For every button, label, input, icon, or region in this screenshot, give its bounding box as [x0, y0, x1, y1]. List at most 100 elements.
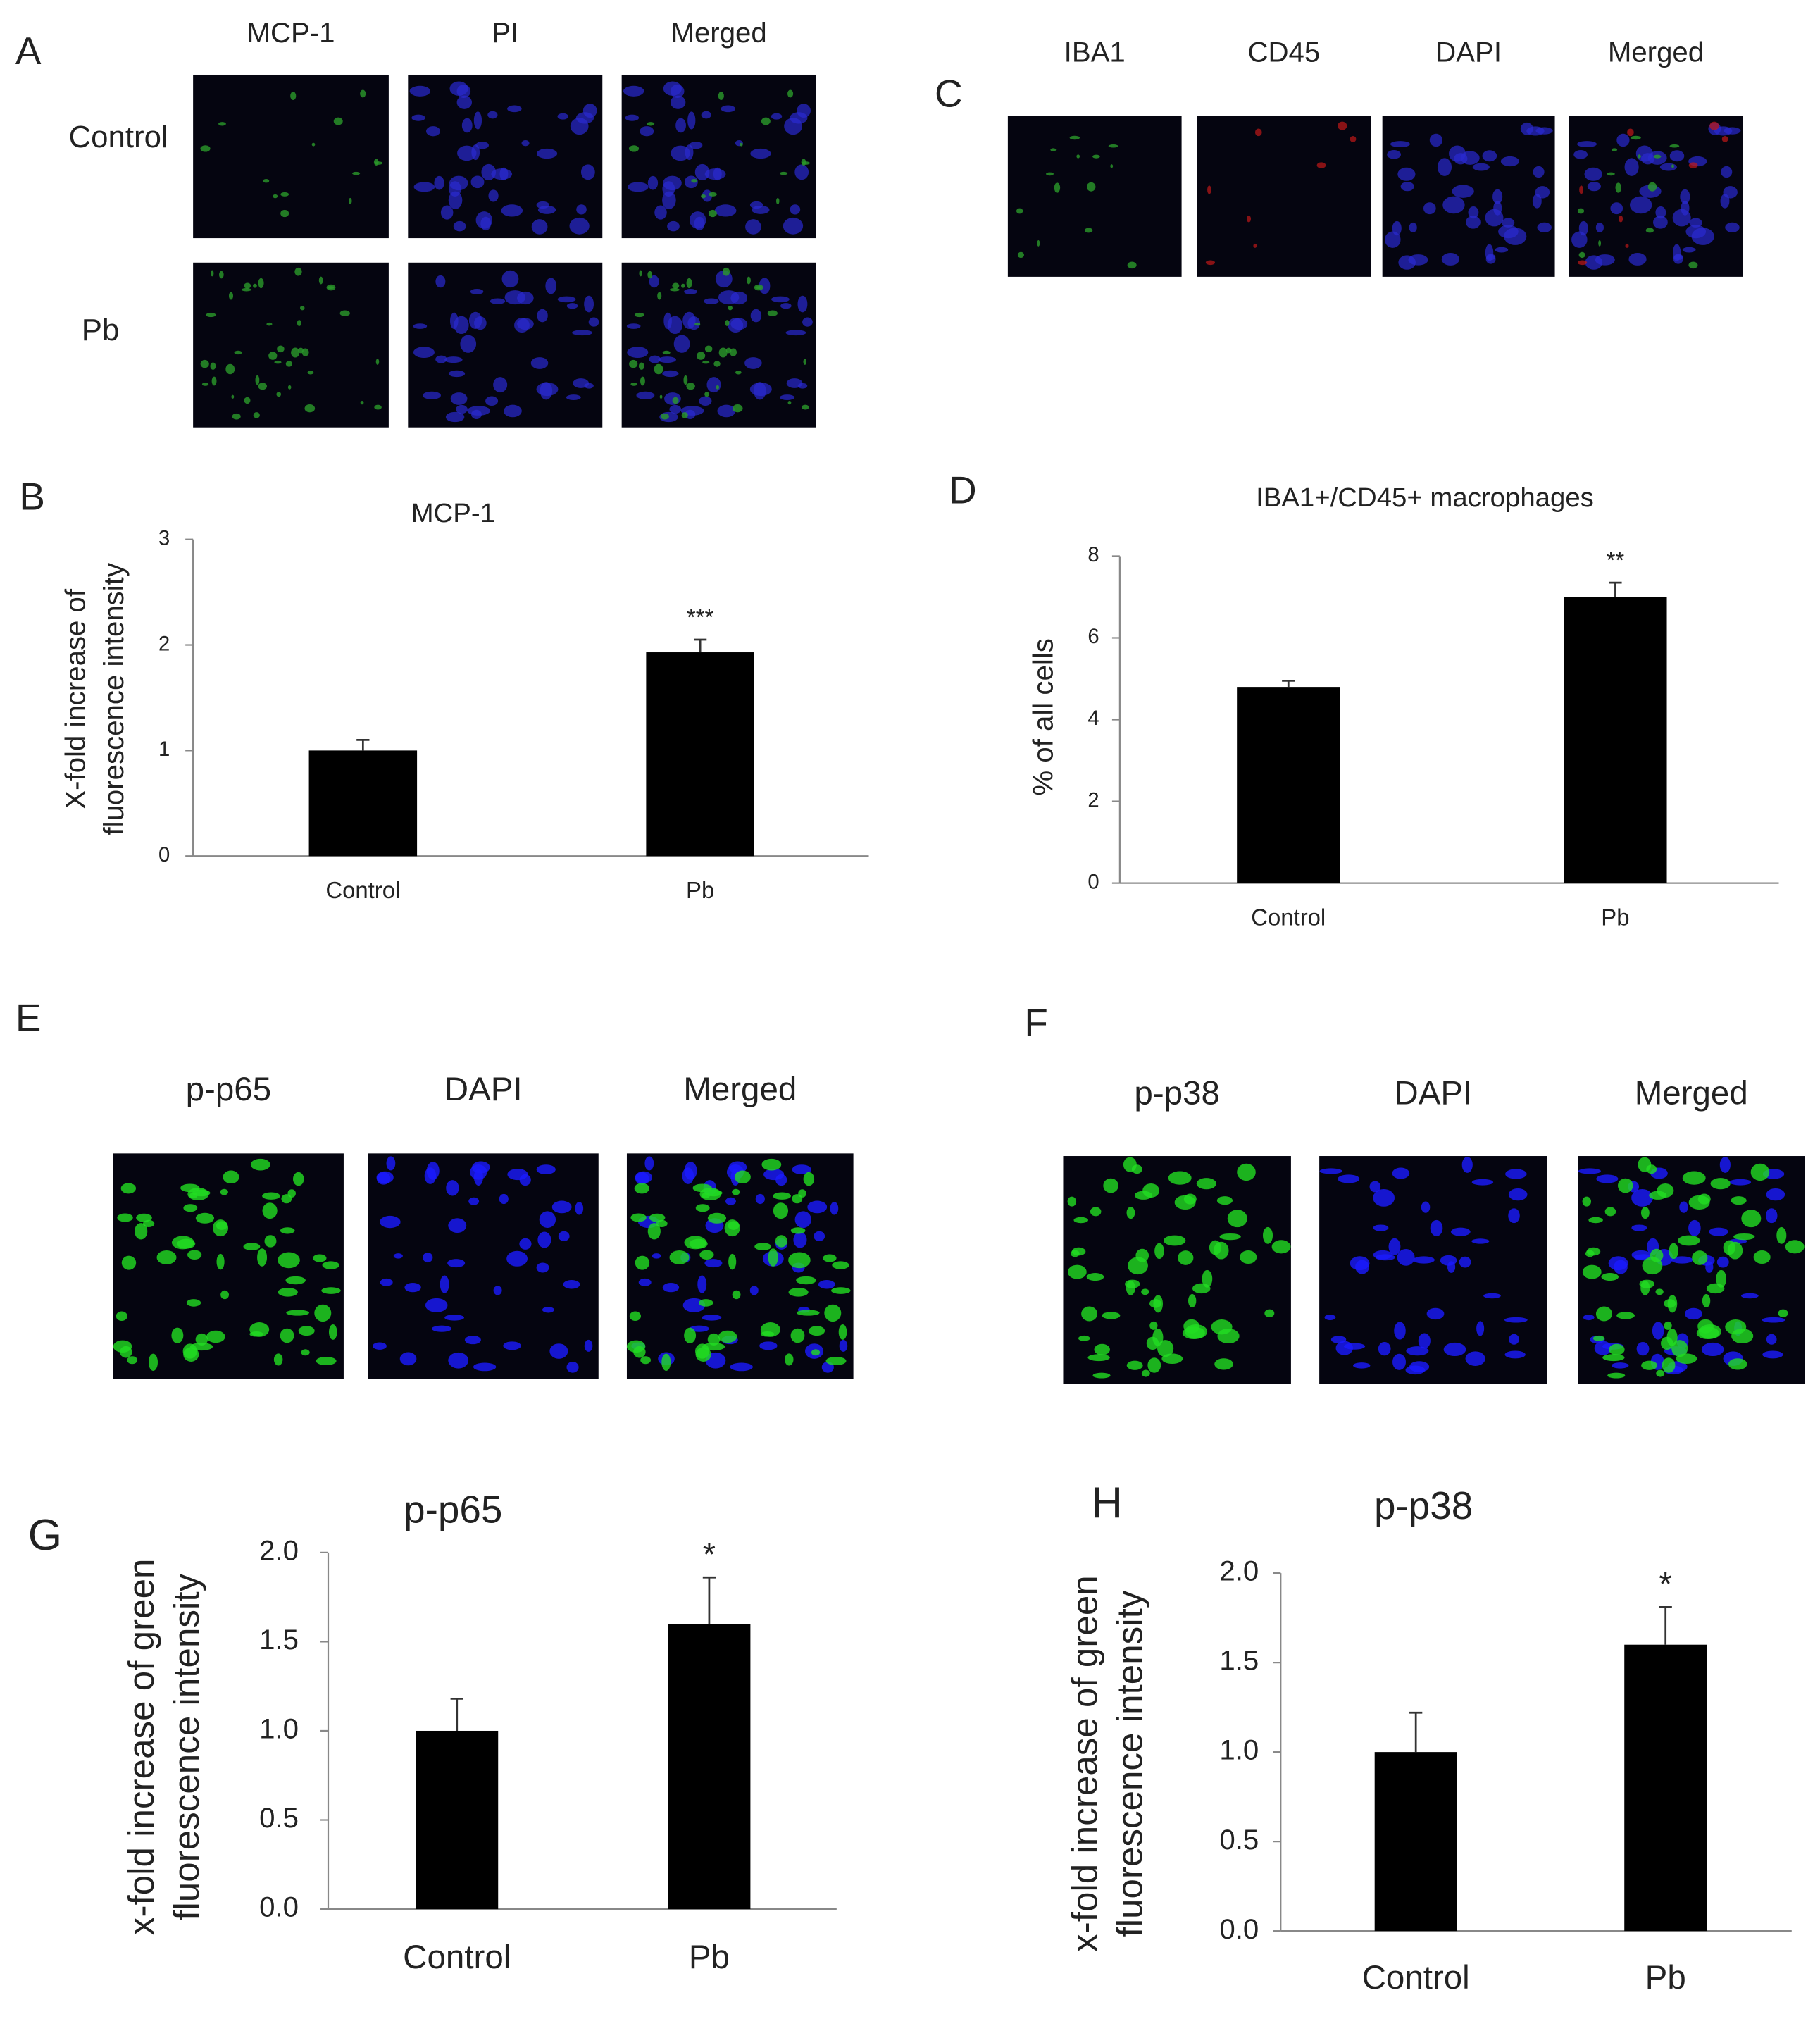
cell-blob: [1076, 154, 1080, 159]
cell-blob: [1585, 255, 1603, 270]
cell-blob: [773, 1202, 789, 1219]
cell-blob: [706, 377, 721, 393]
cell-blob: [627, 182, 649, 192]
cell-blob: [1631, 1188, 1653, 1207]
cell-blob: [313, 1254, 327, 1262]
y-tick-label: 1.5: [1219, 1645, 1259, 1677]
cell-blob: [1582, 1264, 1602, 1279]
cell-blob: [493, 1286, 502, 1295]
cell-blob: [660, 413, 669, 420]
cell-blob: [474, 316, 487, 330]
x-tick-label: Pb: [689, 1939, 730, 1976]
cell-blob: [1641, 1360, 1658, 1370]
cell-blob: [1161, 1353, 1183, 1365]
cell-blob: [558, 1231, 570, 1242]
cell-blob: [1709, 1227, 1728, 1236]
cell-blob: [1624, 158, 1639, 176]
y-tick-label: 4: [1087, 707, 1099, 730]
cell-blob: [728, 1253, 737, 1270]
error-bar: [1609, 581, 1622, 597]
cell-blob: [480, 216, 492, 231]
cell-blob: [1762, 1350, 1783, 1359]
cell-blob: [473, 1362, 497, 1372]
x-tick-label: Control: [403, 1939, 511, 1976]
chart-title: MCP-1: [411, 498, 495, 528]
y-tick-label: 1.0: [259, 1713, 299, 1745]
cell-blob: [1504, 1350, 1526, 1359]
cell-blob: [278, 1252, 300, 1269]
cell-blob: [1725, 1319, 1747, 1335]
cell-blob: [1017, 251, 1024, 259]
cell-blob: [1640, 1280, 1650, 1295]
cell-blob: [234, 350, 242, 355]
cell-blob: [1461, 1157, 1473, 1173]
y-tick-label: 1: [158, 738, 170, 761]
cell-blob: [569, 217, 590, 235]
cell-blob: [654, 363, 663, 375]
cell-blob: [304, 404, 316, 413]
column-header: p-p38: [1134, 1075, 1220, 1112]
cell-blob: [244, 397, 251, 404]
cell-blob: [453, 220, 466, 232]
cell-blob: [521, 140, 530, 147]
cell-blob: [1610, 202, 1623, 215]
cell-blob: [280, 209, 289, 218]
cell-blob: [664, 392, 681, 405]
cell-blob: [584, 383, 594, 389]
cell-blob: [755, 1193, 765, 1205]
cell-blob: [1319, 1168, 1342, 1174]
cell-blob: [1353, 1362, 1371, 1369]
cell-blob: [1669, 144, 1680, 148]
cell-blob: [694, 322, 701, 326]
cell-blob: [1092, 1372, 1111, 1379]
panel-label: H: [1091, 1479, 1123, 1527]
cell-blob: [1037, 240, 1040, 247]
cell-blob: [280, 192, 289, 197]
cell-blob: [755, 286, 762, 290]
cell-blob: [456, 95, 472, 109]
cell-blob: [811, 1349, 821, 1356]
cell-blob: [732, 1290, 741, 1300]
cell-blob: [1086, 1273, 1104, 1281]
cell-blob: [749, 201, 763, 209]
cell-blob: [542, 1307, 554, 1313]
cell-blob: [686, 383, 695, 390]
cell-blob: [1573, 150, 1588, 159]
cell-blob: [1373, 1250, 1392, 1260]
cell-blob: [662, 350, 671, 355]
cell-blob: [754, 382, 766, 400]
cell-blob: [584, 295, 594, 313]
micrograph: [408, 262, 603, 428]
cell-blob: [630, 1213, 647, 1222]
cell-blob: [200, 359, 209, 368]
cell-blob: [461, 118, 473, 133]
cell-blob: [749, 1286, 759, 1295]
cell-blob: [566, 394, 581, 400]
cell-blob: [681, 412, 688, 418]
cell-blob: [1615, 182, 1621, 193]
cell-blob: [1602, 1354, 1625, 1362]
cell-blob: [1316, 162, 1326, 168]
cell-blob: [627, 347, 649, 359]
cell-blob: [1588, 1217, 1603, 1224]
cell-blob: [732, 1188, 740, 1195]
cell-blob: [671, 145, 690, 161]
cell-blob: [301, 1349, 310, 1356]
cell-blob: [1721, 136, 1728, 142]
cell-blob: [258, 278, 264, 289]
cell-blob: [672, 397, 679, 404]
y-tick-label: 0: [1087, 871, 1099, 893]
cell-blob: [1152, 1328, 1164, 1346]
row-label: Control: [68, 120, 168, 154]
cell-blob: [1664, 1299, 1676, 1308]
cell-blob: [663, 175, 682, 191]
cell-blob: [189, 1343, 213, 1351]
cell-blob: [1659, 163, 1677, 171]
cell-blob: [536, 201, 549, 209]
cell-blob: [1582, 1196, 1592, 1207]
cell-blob: [1092, 154, 1100, 159]
micrograph: [1007, 116, 1182, 277]
cell-blob: [450, 392, 468, 405]
cell-blob: [1725, 222, 1740, 232]
cell-blob: [662, 1283, 680, 1293]
